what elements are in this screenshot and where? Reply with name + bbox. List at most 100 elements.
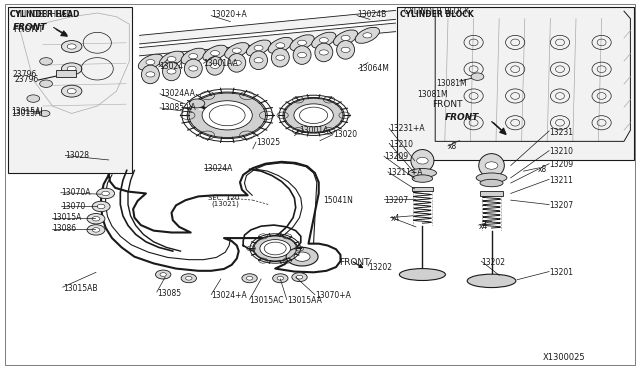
- Circle shape: [286, 247, 318, 266]
- Text: 13210: 13210: [389, 140, 413, 149]
- Circle shape: [283, 97, 344, 133]
- Ellipse shape: [268, 37, 292, 54]
- Text: x4: x4: [479, 222, 488, 231]
- Circle shape: [260, 240, 291, 257]
- Text: 13024AA: 13024AA: [160, 89, 195, 98]
- Ellipse shape: [476, 173, 507, 183]
- Ellipse shape: [333, 30, 358, 46]
- Text: CYLINDER BLOCK: CYLINDER BLOCK: [404, 7, 470, 16]
- Text: 13081M: 13081M: [436, 78, 467, 87]
- Ellipse shape: [355, 27, 380, 44]
- Circle shape: [298, 52, 307, 58]
- Text: x4: x4: [390, 214, 400, 223]
- Text: 15041N: 15041N: [323, 196, 353, 205]
- Text: CYLINDER HEAD: CYLINDER HEAD: [10, 10, 79, 19]
- Ellipse shape: [203, 45, 227, 61]
- Circle shape: [40, 58, 52, 65]
- Ellipse shape: [467, 274, 516, 288]
- Text: 13207: 13207: [549, 201, 573, 210]
- Ellipse shape: [206, 57, 224, 75]
- Text: 13064M: 13064M: [358, 64, 389, 73]
- Circle shape: [92, 201, 110, 212]
- Text: FRONT: FRONT: [339, 258, 370, 267]
- Text: 23796: 23796: [13, 70, 37, 79]
- Ellipse shape: [293, 46, 311, 64]
- Ellipse shape: [480, 179, 503, 187]
- Text: FRONT: FRONT: [432, 100, 463, 109]
- Text: 13209: 13209: [384, 153, 408, 161]
- Circle shape: [92, 228, 100, 232]
- Ellipse shape: [246, 40, 271, 56]
- Ellipse shape: [250, 51, 268, 70]
- Text: 13015A: 13015A: [52, 213, 82, 222]
- Circle shape: [67, 44, 76, 49]
- Circle shape: [40, 80, 52, 87]
- Text: 13202: 13202: [481, 258, 506, 267]
- Text: 13070: 13070: [61, 202, 85, 211]
- Circle shape: [211, 63, 220, 68]
- Circle shape: [186, 276, 192, 280]
- Ellipse shape: [408, 169, 436, 177]
- Ellipse shape: [184, 59, 202, 78]
- Circle shape: [296, 275, 303, 279]
- Circle shape: [292, 273, 307, 282]
- Circle shape: [61, 85, 82, 97]
- Circle shape: [67, 89, 76, 94]
- Ellipse shape: [163, 62, 180, 81]
- Circle shape: [189, 66, 198, 71]
- Circle shape: [61, 41, 82, 52]
- Text: CYLINDER BLOCK: CYLINDER BLOCK: [400, 10, 474, 19]
- Circle shape: [97, 188, 115, 199]
- Circle shape: [67, 66, 76, 71]
- Text: FRONT: FRONT: [13, 25, 44, 34]
- Text: 13201: 13201: [549, 268, 573, 277]
- Text: 13231: 13231: [549, 128, 573, 137]
- Ellipse shape: [225, 42, 249, 59]
- Text: 13028: 13028: [65, 151, 90, 160]
- Circle shape: [102, 191, 109, 196]
- Text: 13001AA: 13001AA: [204, 59, 238, 68]
- Circle shape: [319, 50, 328, 55]
- Text: 13081M: 13081M: [417, 90, 448, 99]
- Text: 13015AC: 13015AC: [250, 296, 284, 305]
- Circle shape: [92, 217, 100, 221]
- Circle shape: [181, 274, 196, 283]
- Bar: [397, 7, 634, 160]
- Circle shape: [277, 276, 284, 280]
- Text: 13209: 13209: [549, 160, 573, 169]
- Circle shape: [273, 274, 288, 283]
- Circle shape: [202, 101, 252, 130]
- Text: CYLINDER HEAD: CYLINDER HEAD: [10, 10, 72, 19]
- Circle shape: [189, 54, 198, 59]
- Text: 13001A: 13001A: [300, 126, 329, 135]
- Circle shape: [341, 47, 350, 52]
- Text: 13211+A: 13211+A: [387, 169, 422, 177]
- Circle shape: [232, 60, 241, 65]
- Circle shape: [276, 55, 285, 60]
- Bar: [480, 191, 503, 196]
- Text: 13231+A: 13231+A: [389, 124, 425, 133]
- Ellipse shape: [181, 48, 205, 64]
- Ellipse shape: [312, 32, 336, 48]
- Ellipse shape: [228, 54, 246, 72]
- Ellipse shape: [271, 48, 289, 67]
- Circle shape: [146, 60, 155, 65]
- Text: 13024: 13024: [159, 62, 183, 71]
- Ellipse shape: [411, 150, 434, 172]
- Text: 13085: 13085: [157, 289, 181, 298]
- Circle shape: [187, 92, 268, 139]
- Text: SEC. 120: SEC. 120: [208, 195, 239, 201]
- Text: 13024B: 13024B: [357, 10, 387, 19]
- Circle shape: [97, 204, 105, 209]
- Circle shape: [294, 252, 310, 261]
- Circle shape: [417, 157, 428, 164]
- Ellipse shape: [479, 154, 504, 177]
- Text: 13015AA: 13015AA: [287, 296, 321, 305]
- Text: 23796: 23796: [14, 76, 38, 84]
- Circle shape: [341, 35, 350, 41]
- Text: 13211: 13211: [549, 176, 573, 185]
- Ellipse shape: [337, 41, 355, 59]
- Ellipse shape: [141, 65, 159, 84]
- Ellipse shape: [399, 269, 445, 280]
- Circle shape: [61, 63, 82, 75]
